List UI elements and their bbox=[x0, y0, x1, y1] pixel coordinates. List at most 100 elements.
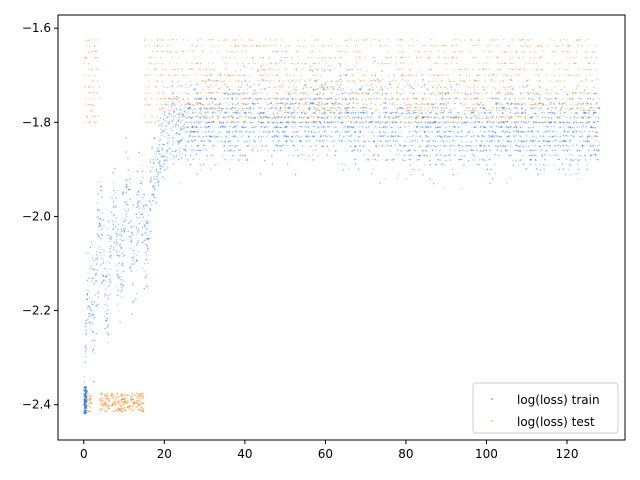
train-point bbox=[143, 193, 145, 196]
train-point bbox=[187, 107, 189, 110]
train-point bbox=[180, 129, 182, 131]
train-point bbox=[121, 240, 123, 242]
train-point bbox=[582, 121, 584, 124]
train-point bbox=[334, 112, 336, 114]
train-point bbox=[487, 111, 489, 114]
train-point bbox=[322, 145, 324, 147]
train-point bbox=[173, 156, 175, 158]
train-point bbox=[113, 201, 115, 203]
train-point bbox=[200, 140, 203, 142]
train-point bbox=[470, 93, 472, 95]
train-point bbox=[463, 112, 466, 115]
train-point bbox=[529, 163, 531, 166]
train-point bbox=[367, 159, 369, 161]
train-point bbox=[395, 154, 397, 156]
train-point bbox=[108, 273, 110, 276]
train-point bbox=[127, 169, 129, 171]
train-point bbox=[209, 135, 211, 137]
train-point bbox=[434, 135, 437, 138]
train-point bbox=[154, 188, 156, 191]
train-point bbox=[450, 130, 452, 133]
train-point bbox=[191, 131, 193, 133]
train-point bbox=[596, 93, 599, 96]
train-point bbox=[447, 88, 449, 90]
train-point bbox=[101, 234, 104, 236]
train-point bbox=[253, 116, 256, 118]
train-point bbox=[430, 126, 432, 129]
train-point bbox=[217, 164, 219, 166]
train-point bbox=[416, 125, 418, 128]
train-point bbox=[580, 126, 583, 128]
train-point bbox=[480, 112, 483, 114]
train-point bbox=[210, 135, 212, 138]
train-point bbox=[322, 140, 324, 142]
train-point bbox=[551, 140, 553, 142]
train-point bbox=[141, 154, 143, 156]
train-point bbox=[146, 205, 149, 207]
train-point bbox=[158, 161, 160, 164]
train-point bbox=[300, 135, 302, 138]
train-point bbox=[129, 247, 132, 250]
train-point bbox=[530, 140, 532, 142]
train-point bbox=[135, 213, 138, 215]
train-point bbox=[498, 135, 501, 138]
train-point bbox=[173, 162, 175, 164]
train-point bbox=[483, 145, 485, 147]
train-point bbox=[436, 88, 438, 90]
train-point bbox=[251, 149, 253, 151]
train-point bbox=[532, 126, 534, 128]
train-point bbox=[129, 266, 131, 268]
train-point bbox=[483, 159, 485, 161]
train-point bbox=[224, 126, 227, 128]
train-point bbox=[532, 149, 534, 152]
train-point bbox=[242, 135, 244, 137]
train-point bbox=[338, 163, 340, 165]
train-point bbox=[247, 135, 250, 137]
train-point bbox=[520, 126, 522, 129]
train-point bbox=[161, 123, 163, 125]
train-point bbox=[498, 121, 500, 123]
train-point bbox=[594, 139, 597, 142]
train-point bbox=[112, 246, 115, 248]
train-point bbox=[357, 111, 359, 114]
train-point bbox=[131, 257, 133, 259]
train-point bbox=[102, 281, 104, 283]
train-point bbox=[148, 201, 151, 203]
train-point bbox=[233, 154, 236, 156]
train-point bbox=[566, 121, 568, 124]
train-point bbox=[339, 111, 341, 114]
train-point bbox=[392, 158, 395, 160]
train-point bbox=[141, 207, 144, 210]
train-point bbox=[199, 135, 201, 137]
train-point bbox=[508, 126, 511, 128]
train-point bbox=[578, 149, 581, 152]
train-point bbox=[178, 159, 180, 161]
train-point bbox=[286, 135, 288, 138]
train-point bbox=[272, 112, 275, 114]
train-point bbox=[374, 159, 377, 161]
train-point bbox=[86, 279, 89, 281]
train-point bbox=[125, 210, 127, 212]
train-point bbox=[88, 321, 91, 323]
train-point bbox=[185, 126, 188, 128]
train-point bbox=[125, 191, 127, 194]
train-point bbox=[567, 126, 569, 128]
train-point bbox=[486, 121, 489, 123]
train-point bbox=[198, 102, 200, 105]
train-point bbox=[206, 116, 208, 118]
train-point bbox=[176, 132, 178, 134]
train-point bbox=[180, 146, 182, 148]
train-point bbox=[495, 144, 497, 146]
train-point bbox=[248, 131, 250, 134]
train-point bbox=[222, 108, 224, 110]
train-point bbox=[582, 140, 585, 142]
train-point bbox=[492, 130, 494, 133]
train-point bbox=[352, 111, 355, 114]
train-point bbox=[389, 121, 391, 124]
train-point bbox=[487, 130, 490, 132]
train-point bbox=[183, 149, 185, 151]
train-point bbox=[582, 107, 585, 109]
train-point bbox=[447, 102, 449, 104]
train-point bbox=[450, 117, 453, 119]
train-point bbox=[494, 173, 497, 175]
